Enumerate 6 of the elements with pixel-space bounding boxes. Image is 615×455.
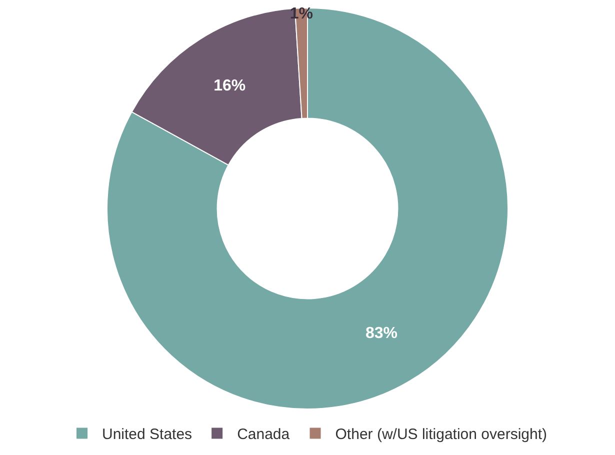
donut-slice	[106, 8, 508, 410]
legend-label: United States	[102, 426, 192, 444]
data-label: 16%	[214, 77, 246, 94]
legend-label: Canada	[237, 426, 290, 444]
legend-label: Other (w/US litigation oversight)	[335, 426, 548, 444]
data-label: 83%	[365, 325, 398, 342]
